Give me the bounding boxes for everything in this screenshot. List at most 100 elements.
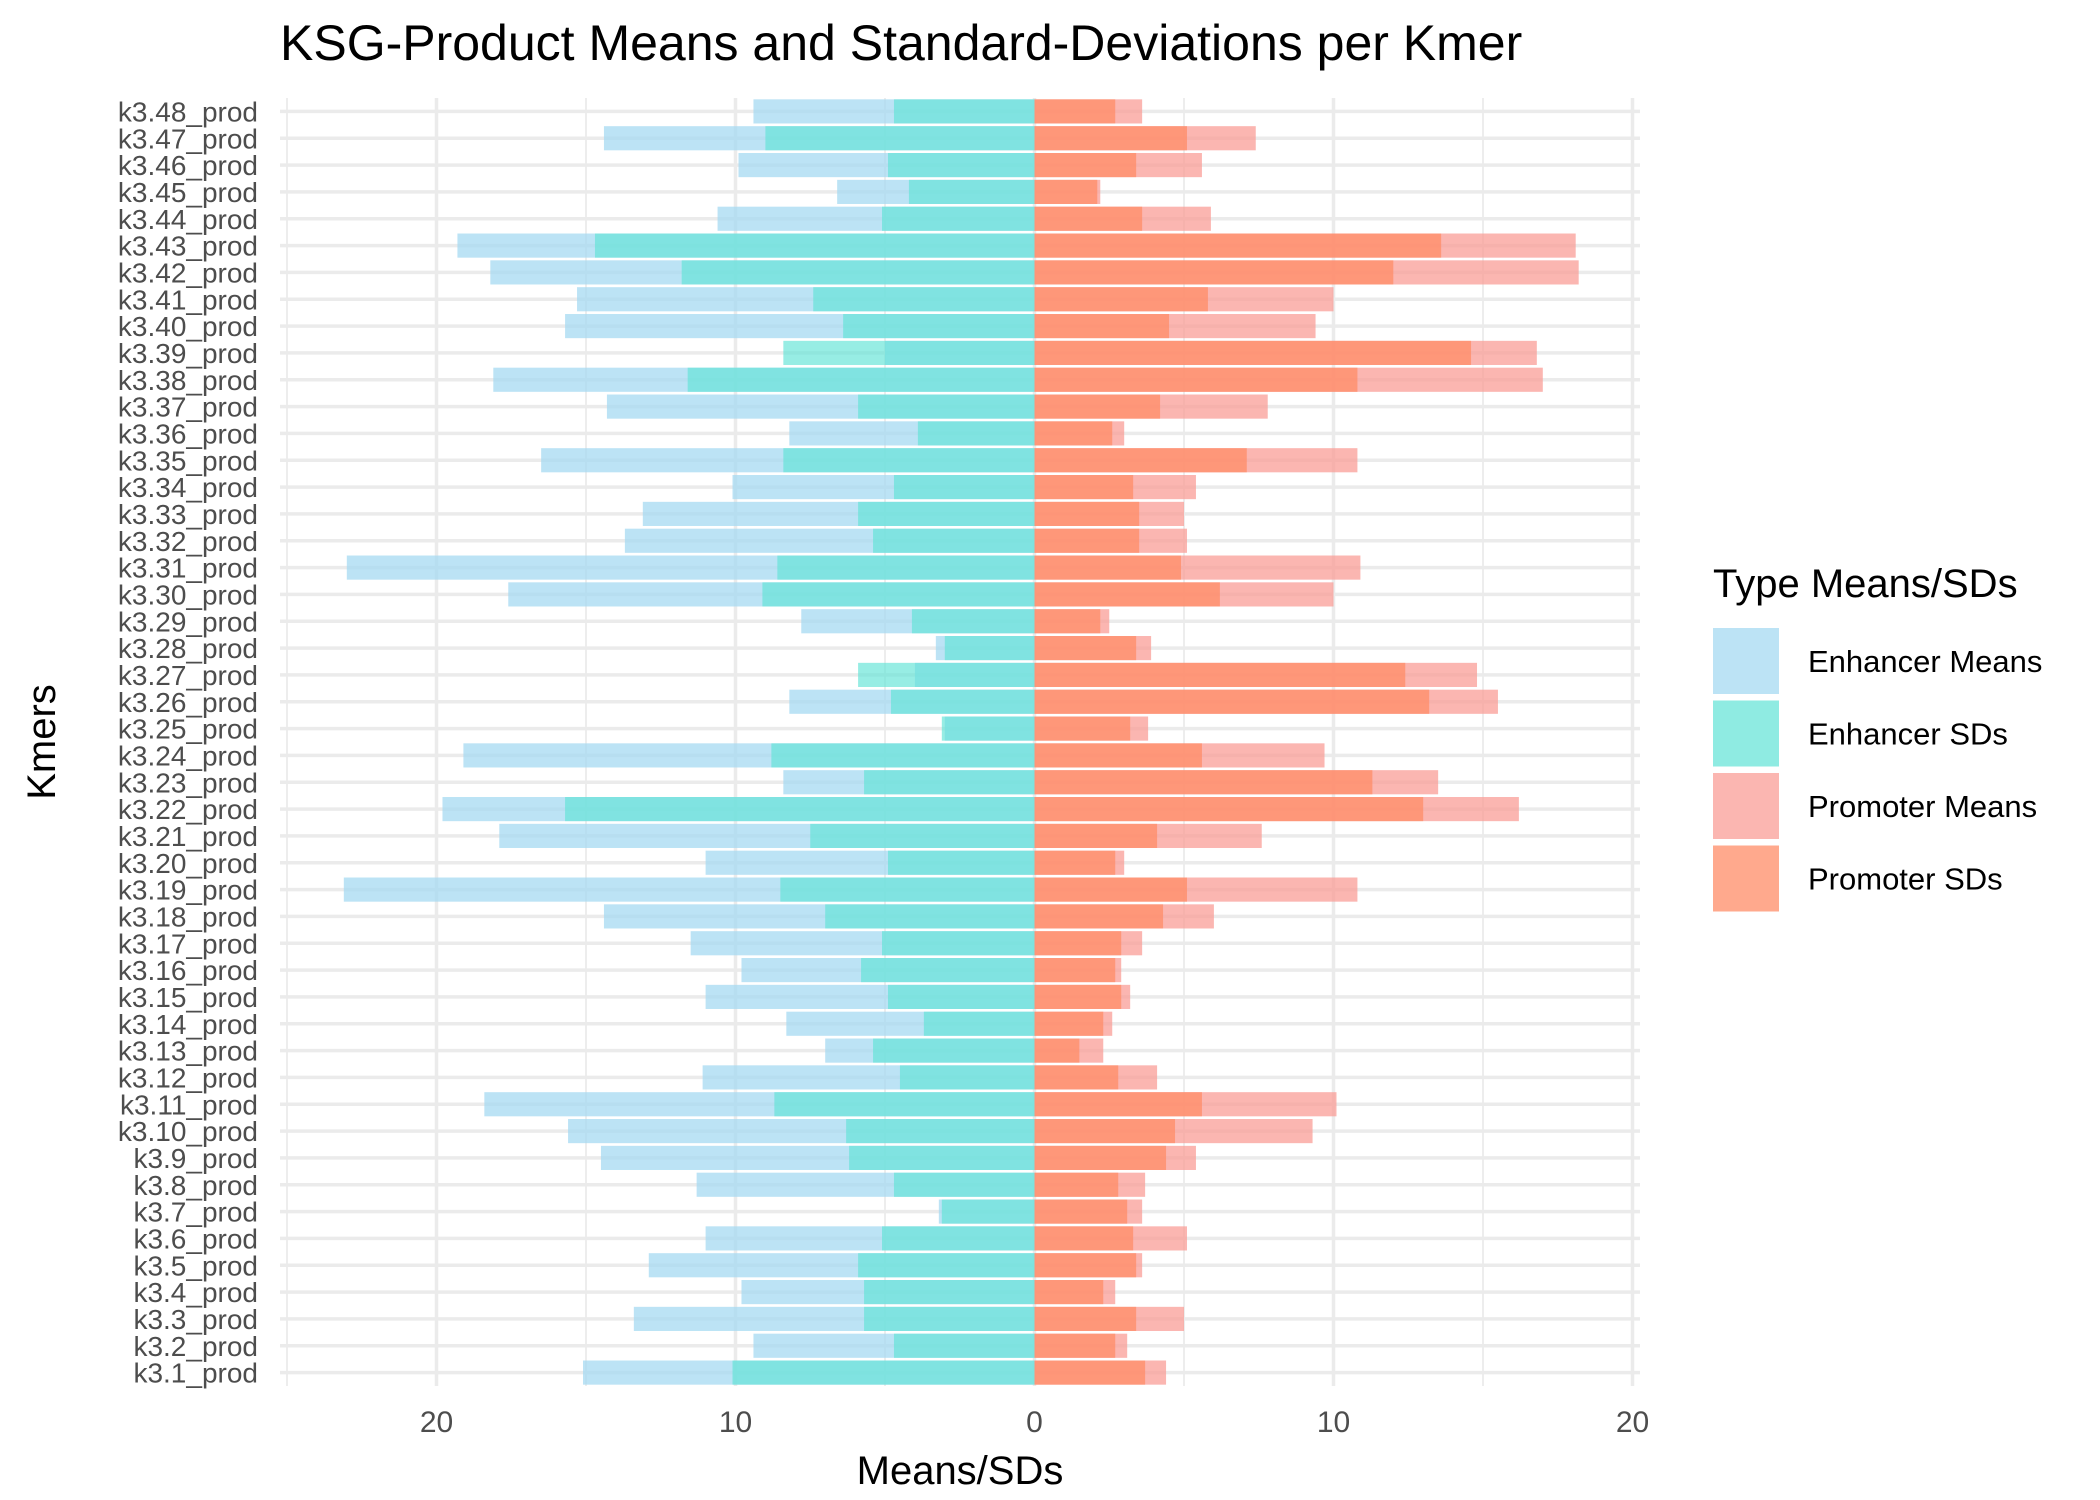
bar-promoter-sds <box>1034 367 1358 392</box>
bar-promoter-sds <box>1034 314 1170 339</box>
bar-enhancer-sds <box>858 394 1035 419</box>
y-tick-label: k3.11_prod <box>120 1089 258 1120</box>
legend-label-promoter-sds: Promoter SDs <box>1808 862 2003 897</box>
y-tick-label: k3.46_prod <box>118 150 258 181</box>
bar-enhancer-sds <box>941 1199 1035 1224</box>
y-tick-label: k3.5_prod <box>133 1250 258 1281</box>
y-tick-label: k3.23_prod <box>118 767 258 798</box>
bar-enhancer-sds <box>941 716 1035 741</box>
bar-enhancer-sds <box>890 689 1035 714</box>
bars <box>343 99 1579 1385</box>
y-tick-label: k3.40_prod <box>118 311 258 342</box>
bar-promoter-sds <box>1034 958 1116 983</box>
y-tick-label: k3.20_prod <box>118 848 258 879</box>
bar-enhancer-sds <box>887 153 1035 178</box>
y-tick-label: k3.4_prod <box>133 1277 258 1308</box>
bar-enhancer-sds <box>917 421 1035 446</box>
bar-enhancer-sds <box>681 260 1035 285</box>
y-tick-label: k3.35_prod <box>118 445 258 476</box>
y-tick-label: k3.42_prod <box>118 257 258 288</box>
bar-enhancer-sds <box>864 1280 1035 1305</box>
bar-promoter-sds <box>1034 99 1116 124</box>
y-tick-label: k3.6_prod <box>133 1223 258 1254</box>
legend-swatch-promoter-sds <box>1713 845 1779 912</box>
bar-enhancer-sds <box>908 179 1035 204</box>
bar-promoter-sds <box>1034 609 1101 634</box>
bar-promoter-sds <box>1034 1306 1137 1331</box>
bar-promoter-sds <box>1034 1145 1167 1170</box>
legend-label-enhancer-sds: Enhancer SDs <box>1808 717 2008 752</box>
y-tick-label: k3.14_prod <box>118 1009 258 1040</box>
bar-enhancer-sds <box>861 958 1035 983</box>
bar-promoter-sds <box>1034 1172 1119 1197</box>
y-tick-label: k3.19_prod <box>118 875 258 906</box>
bar-enhancer-sds <box>565 797 1035 822</box>
bar-promoter-sds <box>1034 206 1143 231</box>
y-tick-label: k3.43_prod <box>118 231 258 262</box>
bar-promoter-sds <box>1034 1092 1202 1117</box>
y-tick-label: k3.9_prod <box>133 1143 258 1174</box>
bar-promoter-sds <box>1034 287 1208 312</box>
bar-promoter-sds <box>1034 770 1373 795</box>
x-tick-label: 10 <box>1317 1406 1350 1439</box>
bar-enhancer-sds <box>893 1333 1035 1358</box>
bar-enhancer-sds <box>882 931 1035 956</box>
bar-promoter-sds <box>1034 582 1220 607</box>
bar-promoter-sds <box>1034 394 1161 419</box>
x-tick-label: 20 <box>1616 1406 1649 1439</box>
y-tick-label: k3.36_prod <box>118 418 258 449</box>
bar-promoter-sds <box>1034 904 1164 929</box>
legend-items: Enhancer Means Enhancer SDs Promoter Means… <box>1713 628 2042 912</box>
bar-enhancer-sds <box>732 1360 1035 1385</box>
bar-promoter-sds <box>1034 1333 1116 1358</box>
bar-promoter-sds <box>1034 1253 1137 1278</box>
y-tick-label: k3.25_prod <box>118 714 258 745</box>
x-axis-title: Means/SDs <box>857 1449 1064 1493</box>
legend-swatch-enhancer-sds <box>1713 700 1779 767</box>
bar-promoter-sds <box>1034 340 1472 365</box>
bar-promoter-sds <box>1034 421 1113 446</box>
bar-promoter-sds <box>1034 233 1442 258</box>
y-tick-label: k3.22_prod <box>118 794 258 825</box>
legend-label-enhancer-means: Enhancer Means <box>1808 644 2042 679</box>
bar-enhancer-sds <box>893 1172 1035 1197</box>
bar-promoter-sds <box>1034 797 1424 822</box>
bar-promoter-sds <box>1034 636 1137 661</box>
y-tick-label: k3.1_prod <box>133 1358 258 1389</box>
bar-enhancer-sds <box>594 233 1035 258</box>
x-tick-label: 10 <box>719 1406 752 1439</box>
bar-promoter-sds <box>1034 126 1187 151</box>
bar-enhancer-sds <box>911 609 1035 634</box>
legend-swatch-enhancer-means <box>1713 628 1779 694</box>
bar-promoter-sds <box>1034 850 1116 875</box>
bar-promoter-sds <box>1034 743 1202 768</box>
y-tick-label: k3.32_prod <box>118 526 258 557</box>
bar-enhancer-sds <box>783 448 1035 473</box>
bar-enhancer-sds <box>774 1092 1035 1117</box>
bar-enhancer-sds <box>864 1306 1035 1331</box>
x-tick-labels: 20 10 0 10 20 <box>420 1406 1649 1439</box>
y-tick-label: k3.39_prod <box>118 338 258 369</box>
y-tick-label: k3.17_prod <box>118 928 258 959</box>
bar-enhancer-sds <box>858 662 1035 687</box>
bar-promoter-sds <box>1034 1065 1119 1090</box>
y-tick-label: k3.29_prod <box>118 606 258 637</box>
y-tick-label: k3.16_prod <box>118 955 258 986</box>
bar-promoter-sds <box>1034 260 1394 285</box>
bar-promoter-sds <box>1034 1119 1176 1144</box>
y-tick-label: k3.15_prod <box>118 982 258 1013</box>
bar-enhancer-sds <box>873 1038 1035 1063</box>
y-tick-label: k3.2_prod <box>133 1331 258 1362</box>
bar-enhancer-sds <box>777 555 1035 580</box>
bar-promoter-sds <box>1034 1280 1104 1305</box>
bar-enhancer-sds <box>893 99 1035 124</box>
bar-promoter-sds <box>1034 689 1430 714</box>
y-tick-label: k3.26_prod <box>118 687 258 718</box>
bar-enhancer-sds <box>858 501 1035 526</box>
y-tick-label: k3.3_prod <box>133 1304 258 1335</box>
legend-swatch-promoter-means <box>1713 773 1779 839</box>
y-tick-label: k3.8_prod <box>133 1170 258 1201</box>
bar-promoter-sds <box>1034 448 1247 473</box>
bar-promoter-sds <box>1034 528 1140 553</box>
